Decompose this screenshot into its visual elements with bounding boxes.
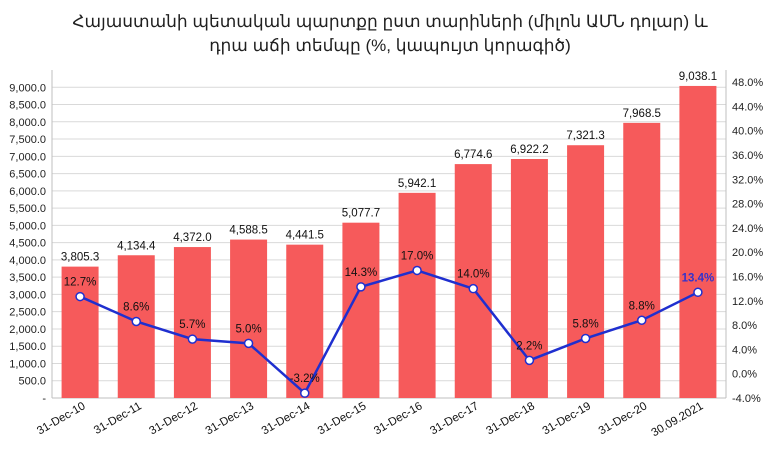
growth-value-label: 14.0% (457, 269, 490, 281)
right-axis-tick-label: 24.0% (732, 223, 763, 235)
growth-marker (637, 315, 647, 326)
left-axis-tick-label: 1,000.0 (9, 358, 46, 370)
growth-marker (524, 355, 535, 366)
right-axis-tick-label: 8.0% (732, 320, 757, 332)
chart-title-line-1: Հայաստանի պետական պարտքը ըստ տարիների (մ… (72, 12, 708, 31)
right-axis-tick-label: 28.0% (732, 199, 763, 211)
bar-value-label: 5,077.7 (342, 208, 380, 220)
category-label: 31-Dec-18 (484, 400, 537, 437)
right-axis-tick-label: 32.0% (732, 174, 763, 186)
category-label: 31-Dec-10 (35, 400, 88, 437)
right-axis-tick-label: -4.0% (732, 393, 761, 405)
right-axis-tick-label: 4.0% (732, 344, 757, 356)
growth-value-label: 5.0% (235, 323, 261, 335)
left-axis-tick-label: 5,500.0 (9, 203, 46, 215)
growth-value-label: -3.2% (290, 373, 320, 385)
right-axis-tick-label: 20.0% (732, 247, 763, 259)
growth-value-label: 13.4% (682, 272, 715, 284)
bar (567, 145, 605, 398)
category-label: 30.09.2021 (650, 400, 706, 439)
left-axis-tick-label: 7,500.0 (9, 134, 46, 146)
growth-marker (243, 338, 254, 349)
growth-marker (131, 316, 141, 327)
right-axis-tick-label: 36.0% (732, 150, 763, 162)
bar (61, 266, 99, 398)
bar (230, 239, 268, 398)
chart-title-line-2: դրա աճի տեմպը (%, կապույտ կորագիծ) (209, 36, 571, 55)
growth-marker (300, 388, 310, 398)
category-label: 31-Dec-17 (428, 400, 481, 437)
bar-value-label: 4,441.5 (286, 230, 324, 242)
bar-value-label: 4,134.4 (117, 240, 156, 252)
growth-marker (580, 333, 591, 344)
bar (454, 164, 492, 398)
left-axis-tick-label: 2,000.0 (9, 324, 46, 336)
bar-value-label: 4,588.5 (229, 225, 267, 237)
bar-value-label: 9,038.1 (679, 71, 717, 83)
category-label: 31-Dec-13 (204, 400, 257, 437)
right-axis-tick-label: 0.0% (732, 369, 757, 381)
bar-value-label: 5,942.1 (398, 178, 436, 190)
bar-value-label: 3,805.3 (61, 252, 99, 264)
left-axis-tick-label: 1,500.0 (9, 341, 46, 353)
growth-value-label: 12.7% (64, 277, 97, 289)
growth-marker (468, 283, 478, 294)
category-label: 31-Dec-20 (597, 400, 650, 437)
bar-value-label: 6,922.2 (510, 144, 548, 156)
chart-title: Հայաստանի պետական պարտքը ըստ տարիների (մ… (0, 10, 780, 58)
bar (173, 247, 211, 398)
growth-value-label: 14.3% (345, 267, 378, 279)
category-label: 31-Dec-12 (147, 400, 200, 437)
left-axis-tick-label: 9,000.0 (9, 82, 46, 94)
left-axis-tick-label: 3,000.0 (9, 289, 46, 301)
bar-value-label: 6,774.6 (454, 149, 492, 161)
left-axis-tick-label: 3,500.0 (9, 272, 46, 284)
growth-marker (356, 282, 366, 292)
right-axis-tick-label: 40.0% (732, 126, 763, 138)
growth-value-label: 17.0% (401, 250, 434, 262)
growth-marker (75, 291, 85, 302)
category-label: 31-Dec-16 (372, 400, 425, 437)
right-axis-tick-label: 48.0% (732, 77, 763, 89)
left-axis-tick-label: 8,500.0 (9, 100, 46, 112)
growth-value-label: 8.8% (629, 300, 655, 312)
left-axis-tick-label: 2,500.0 (9, 307, 46, 319)
category-label: 31-Dec-14 (260, 400, 313, 438)
right-axis-tick-label: 44.0% (732, 101, 763, 113)
left-axis-tick-label: 4,000.0 (9, 255, 46, 267)
category-label: 31-Dec-15 (316, 400, 369, 437)
growth-marker (693, 287, 703, 298)
bar (623, 122, 661, 399)
growth-line (79, 269, 699, 396)
growth-marker (412, 265, 422, 276)
bar (398, 192, 436, 398)
bar (679, 85, 717, 399)
left-axis-tick-label: 6,000.0 (9, 186, 46, 198)
growth-marker (187, 334, 198, 344)
growth-value-label: 5.7% (179, 319, 205, 331)
right-axis-tick-label: 16.0% (732, 272, 763, 284)
left-axis-tick-label: 6,500.0 (9, 169, 46, 181)
left-axis-tick-label: 7,000.0 (9, 151, 46, 163)
category-label: 31-Dec-11 (92, 400, 144, 437)
right-axis-tick-label: 12.0% (732, 296, 763, 308)
left-axis-tick-label: 5,000.0 (9, 220, 46, 232)
category-label: 31-Dec-19 (541, 400, 594, 437)
bar-value-label: 4,372.0 (173, 232, 211, 244)
left-axis-tick-label: - (42, 393, 46, 405)
left-axis-tick-label: 8,000.0 (9, 117, 46, 129)
bar-value-label: 7,321.3 (566, 130, 604, 142)
left-axis-tick-label: 4,500.0 (9, 238, 46, 250)
growth-value-label: 5.8% (572, 318, 598, 330)
left-axis-tick-label: 500.0 (18, 376, 46, 388)
growth-value-label: 8.6% (123, 301, 149, 313)
bar-value-label: 7,968.5 (623, 108, 661, 120)
growth-value-label: 2.2% (516, 340, 542, 352)
